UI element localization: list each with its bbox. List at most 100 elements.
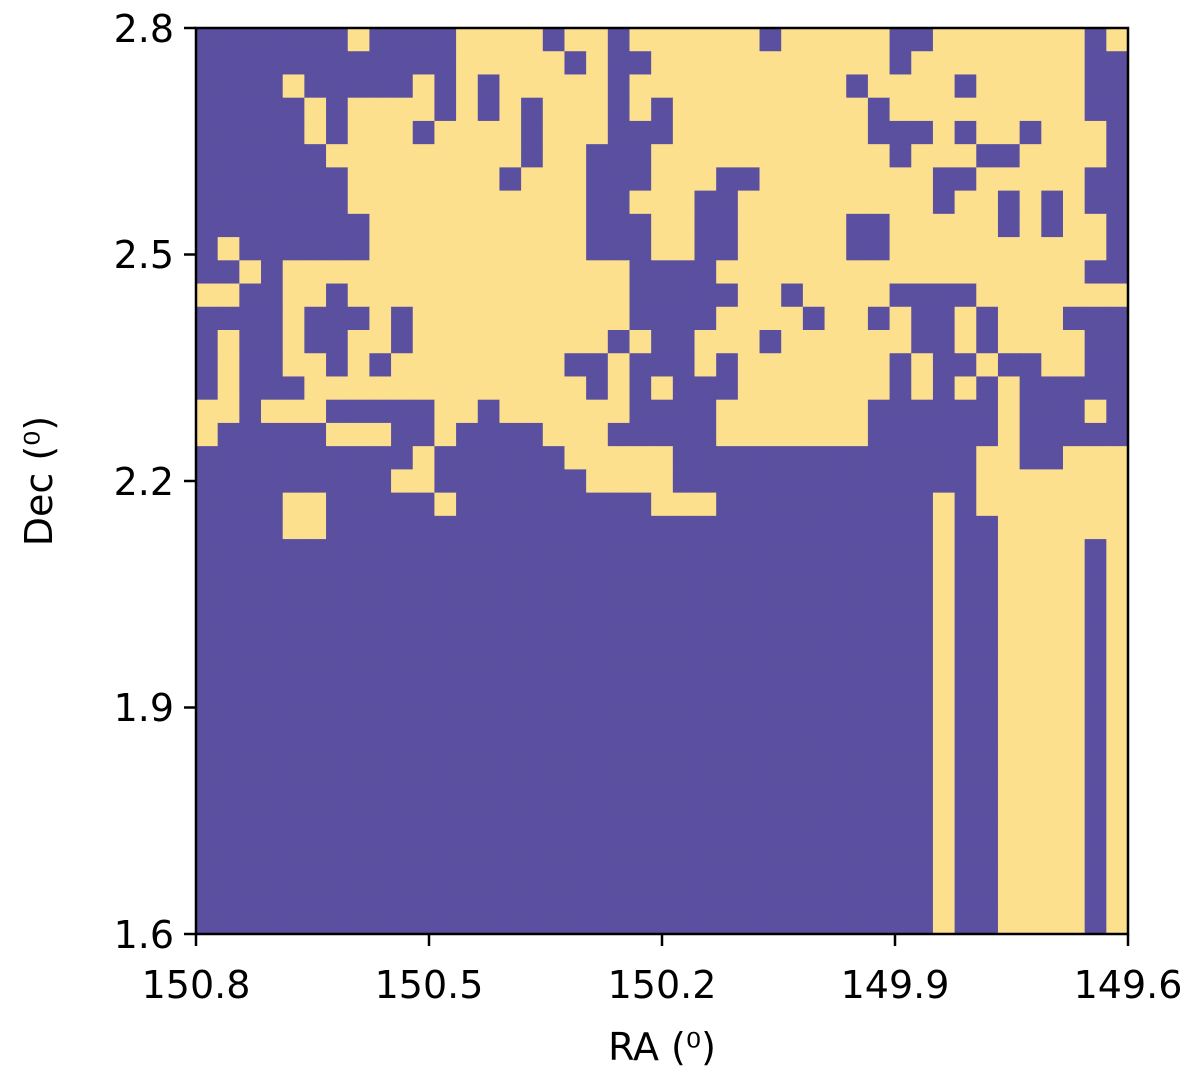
heatmap-cell: [651, 817, 674, 842]
heatmap-cell: [954, 167, 977, 192]
heatmap-cell: [976, 841, 999, 865]
heatmap-cell: [217, 74, 240, 99]
heatmap-cell: [607, 446, 631, 470]
heatmap-cell: [1084, 97, 1107, 122]
heatmap-cell: [217, 608, 240, 633]
heatmap-cell: [261, 422, 284, 447]
heatmap-cell: [261, 283, 284, 308]
heatmap-cell: [282, 608, 305, 633]
heatmap-cell: [477, 330, 501, 354]
heatmap-cell: [586, 515, 609, 540]
heatmap-cell: [369, 678, 392, 703]
heatmap-cell: [521, 283, 544, 308]
heatmap-cell: [997, 794, 1021, 819]
heatmap-cell: [1041, 655, 1064, 680]
heatmap-cell: [1062, 632, 1086, 656]
heatmap-cell: [564, 632, 587, 656]
heatmap-cell: [1019, 283, 1042, 308]
heatmap-cell: [889, 608, 912, 633]
heatmap-cell: [282, 97, 305, 122]
heatmap-cell: [759, 190, 782, 215]
heatmap-cell: [954, 910, 977, 935]
heatmap-cell: [239, 376, 262, 401]
heatmap-cell: [932, 213, 956, 238]
heatmap-cell: [586, 330, 609, 354]
heatmap-cell: [391, 330, 414, 354]
heatmap-cell: [564, 446, 587, 470]
heatmap-cell: [391, 817, 414, 842]
heatmap-cell: [1062, 562, 1086, 587]
heatmap-cell: [369, 399, 392, 424]
heatmap-cell: [217, 422, 240, 447]
heatmap-cell: [976, 330, 999, 354]
heatmap-cell: [304, 167, 327, 192]
heatmap-cell: [217, 655, 240, 680]
heatmap-cell: [846, 492, 869, 517]
heatmap-cell: [867, 539, 891, 563]
heatmap-cell: [1062, 655, 1086, 680]
heatmap-cell: [672, 701, 696, 726]
heatmap-cell: [412, 748, 436, 772]
heatmap-cell: [542, 585, 566, 610]
heatmap-cell: [261, 353, 284, 378]
heatmap-cell: [456, 376, 479, 401]
heatmap-cell: [282, 330, 305, 354]
heatmap-cell: [326, 771, 349, 796]
heatmap-cell: [932, 144, 956, 168]
heatmap-cell: [586, 190, 609, 215]
heatmap-cell: [694, 887, 717, 912]
heatmap-cell: [542, 97, 566, 122]
heatmap-cell: [304, 817, 327, 842]
heatmap-cell: [607, 632, 631, 656]
heatmap-cell: [911, 585, 934, 610]
heatmap-cell: [261, 794, 284, 819]
heatmap-cell: [1041, 306, 1064, 331]
heatmap-cell: [542, 51, 566, 76]
heatmap-cell: [477, 446, 501, 470]
heatmap-cell: [434, 120, 457, 145]
heatmap-cell: [347, 469, 370, 494]
heatmap-cell: [499, 841, 522, 865]
heatmap-cell: [521, 213, 544, 238]
heatmap-cell: [737, 562, 761, 587]
heatmap-cell: [954, 748, 977, 772]
heatmap-cell: [282, 539, 305, 563]
heatmap-cell: [911, 446, 934, 470]
heatmap-cell: [261, 562, 284, 587]
heatmap-cell: [542, 841, 566, 865]
heatmap-cell: [304, 701, 327, 726]
heatmap-cell: [412, 330, 436, 354]
heatmap-cell: [347, 841, 370, 865]
heatmap-cell: [586, 701, 609, 726]
heatmap-cell: [1019, 864, 1042, 889]
heatmap-cell: [369, 237, 392, 261]
heatmap-cell: [434, 887, 457, 912]
heatmap-cell: [781, 817, 804, 842]
heatmap-cell: [846, 817, 869, 842]
heatmap-cell: [521, 190, 544, 215]
heatmap-cell: [1041, 283, 1064, 308]
heatmap-cell: [326, 330, 349, 354]
heatmap-cell: [261, 608, 284, 633]
heatmap-cell: [564, 469, 587, 494]
heatmap-cell: [196, 539, 219, 563]
heatmap-cell: [694, 794, 717, 819]
heatmap-cell: [304, 910, 327, 935]
heatmap-cell: [434, 469, 457, 494]
heatmap-cell: [347, 515, 370, 540]
heatmap-cell: [586, 97, 609, 122]
heatmap-cell: [521, 887, 544, 912]
heatmap-cell: [239, 910, 262, 935]
heatmap-cell: [824, 213, 847, 238]
heatmap-cell: [434, 864, 457, 889]
heatmap-cell: [824, 237, 847, 261]
heatmap-cell: [217, 817, 240, 842]
heatmap-cell: [1019, 748, 1042, 772]
heatmap-cell: [369, 492, 392, 517]
heatmap-cell: [282, 237, 305, 261]
heatmap-cell: [802, 469, 826, 494]
heatmap-cell: [564, 51, 587, 76]
heatmap-cell: [629, 515, 652, 540]
heatmap-cell: [824, 492, 847, 517]
heatmap-cell: [997, 376, 1021, 401]
